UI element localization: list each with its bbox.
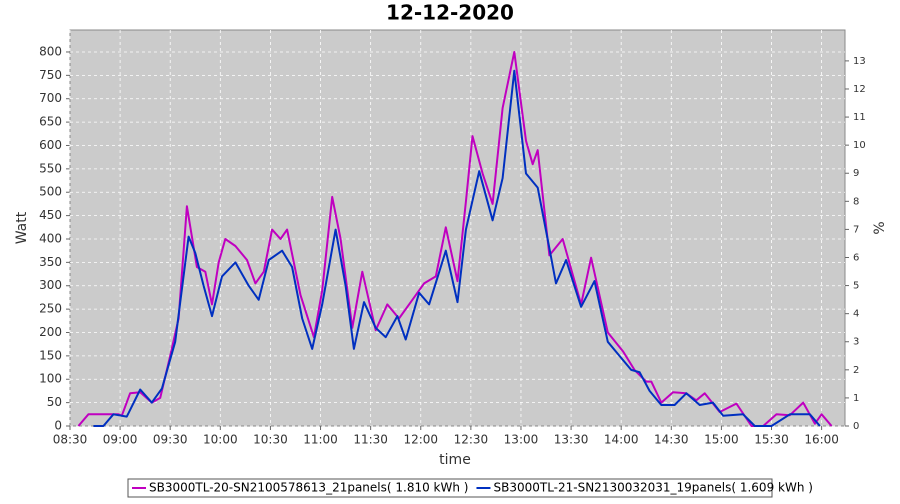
y2-tick-label: 12 — [853, 84, 866, 95]
y2-tick-label: 11 — [853, 112, 866, 123]
y2-tick-label: 2 — [853, 365, 859, 376]
y-tick-label: 150 — [39, 348, 62, 362]
y2-tick-label: 8 — [853, 196, 859, 207]
x-tick-label: 12:00 — [403, 433, 438, 447]
y2-axis-label: % — [872, 221, 888, 234]
x-tick-label: 13:00 — [504, 433, 539, 447]
y-tick-label: 50 — [47, 395, 62, 409]
y-tick-label: 650 — [39, 115, 62, 129]
legend-entry: SB3000TL-21-SN2130032031_19panels( 1.609… — [493, 481, 812, 495]
y-tick-label: 550 — [39, 161, 62, 175]
y-tick-label: 350 — [39, 255, 62, 269]
x-tick-label: 11:30 — [353, 433, 388, 447]
y2-tick-label: 0 — [853, 421, 859, 432]
y-tick-label: 450 — [39, 208, 62, 222]
y-tick-label: 250 — [39, 302, 62, 316]
y-tick-label: 800 — [39, 44, 62, 58]
x-tick-label: 15:30 — [754, 433, 789, 447]
chart-title: 12-12-2020 — [386, 1, 514, 25]
x-tick-label: 16:00 — [804, 433, 839, 447]
y-tick-label: 400 — [39, 231, 62, 245]
x-tick-label: 14:30 — [654, 433, 689, 447]
y2-tick-label: 10 — [853, 140, 866, 151]
x-tick-label: 09:00 — [103, 433, 138, 447]
y-tick-label: 600 — [39, 138, 62, 152]
x-tick-label: 11:00 — [303, 433, 338, 447]
y-tick-label: 0 — [54, 419, 62, 433]
legend-entry: SB3000TL-20-SN2100578613_21panels( 1.810… — [149, 481, 468, 495]
x-tick-label: 14:00 — [604, 433, 639, 447]
y2-tick-label: 3 — [853, 337, 859, 348]
series-line — [93, 69, 821, 427]
legend-box — [127, 478, 773, 498]
x-tick-label: 12:30 — [454, 433, 489, 447]
x-axis-label: time — [439, 452, 471, 468]
x-tick-label: 09:30 — [153, 433, 188, 447]
y2-tick-label: 1 — [853, 393, 859, 404]
plot-area — [69, 29, 846, 427]
y-tick-label: 100 — [39, 372, 62, 386]
y2-tick-label: 5 — [853, 281, 859, 292]
y2-tick-label: 9 — [853, 168, 859, 179]
y-tick-label: 200 — [39, 325, 62, 339]
y2-tick-label: 7 — [853, 224, 859, 235]
y-tick-label: 700 — [39, 91, 62, 105]
y-tick-label: 300 — [39, 278, 62, 292]
y2-tick-label: 4 — [853, 309, 859, 320]
x-tick-label: 13:30 — [554, 433, 589, 447]
x-tick-label: 10:30 — [253, 433, 288, 447]
x-tick-label: 08:30 — [53, 433, 88, 447]
y-tick-label: 500 — [39, 185, 62, 199]
x-tick-label: 15:00 — [704, 433, 739, 447]
y2-tick-label: 13 — [853, 56, 866, 67]
x-tick-label: 10:00 — [203, 433, 238, 447]
y2-tick-label: 6 — [853, 252, 859, 263]
y-axis-label: Watt — [14, 211, 30, 244]
y-tick-label: 750 — [39, 68, 62, 82]
